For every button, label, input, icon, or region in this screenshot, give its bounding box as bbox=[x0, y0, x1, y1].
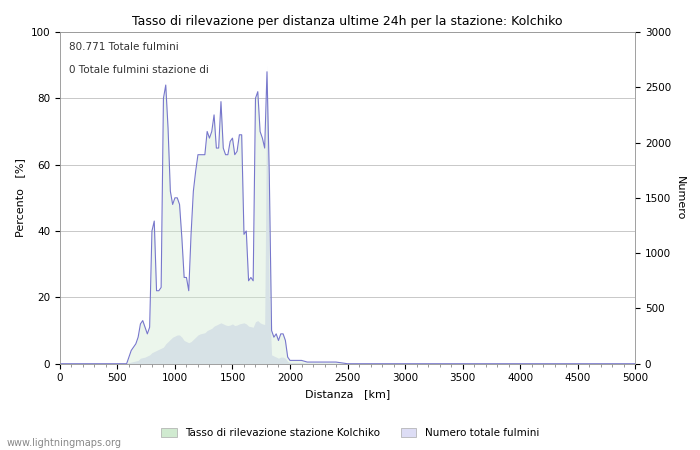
X-axis label: Distanza   [km]: Distanza [km] bbox=[305, 389, 390, 399]
Y-axis label: Numero: Numero bbox=[675, 176, 685, 220]
Text: 80.771 Totale fulmini: 80.771 Totale fulmini bbox=[69, 42, 178, 52]
Text: www.lightningmaps.org: www.lightningmaps.org bbox=[7, 438, 122, 448]
Legend: Tasso di rilevazione stazione Kolchiko, Numero totale fulmini: Tasso di rilevazione stazione Kolchiko, … bbox=[157, 424, 543, 442]
Y-axis label: Percento   [%]: Percento [%] bbox=[15, 158, 25, 237]
Title: Tasso di rilevazione per distanza ultime 24h per la stazione: Kolchiko: Tasso di rilevazione per distanza ultime… bbox=[132, 15, 563, 28]
Text: 0 Totale fulmini stazione di: 0 Totale fulmini stazione di bbox=[69, 65, 209, 75]
